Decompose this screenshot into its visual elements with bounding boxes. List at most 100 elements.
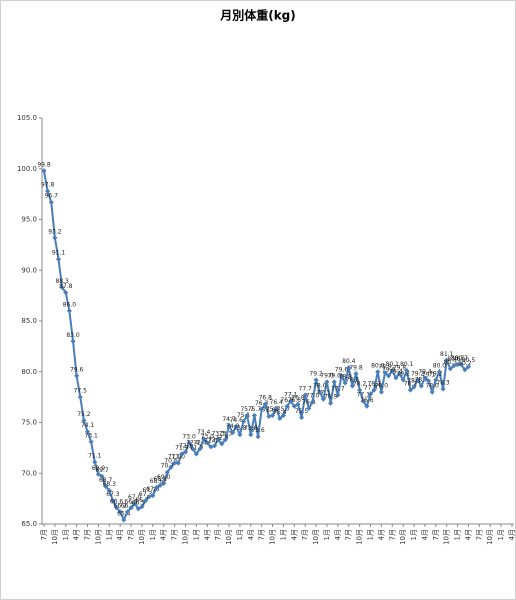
data-point — [444, 358, 450, 364]
data-label: 73.6 — [251, 427, 265, 434]
x-tick-label: 7月 — [84, 529, 92, 540]
x-tick-label: 4月 — [247, 529, 255, 540]
data-point — [364, 403, 370, 409]
data-point — [132, 501, 138, 507]
data-point — [124, 509, 130, 515]
data-label: 99.8 — [37, 161, 51, 168]
x-tick-label: 1月 — [367, 529, 375, 540]
data-label: 75.2 — [77, 411, 91, 418]
data-point — [146, 494, 152, 500]
data-point — [179, 451, 185, 457]
data-label: 80.1 — [386, 361, 400, 368]
data-label: 71.0 — [172, 454, 186, 461]
data-label: 76.3 — [255, 400, 269, 407]
x-tick-label: 7月 — [127, 529, 135, 540]
data-label: 71.9 — [175, 444, 189, 451]
data-point — [77, 394, 83, 400]
data-label: 75.7 — [248, 406, 262, 413]
data-point — [128, 505, 134, 511]
data-point — [306, 405, 312, 411]
data-point — [143, 498, 149, 504]
data-label: 80.5 — [462, 357, 476, 364]
data-label: 75.1 — [237, 412, 251, 419]
x-tick-label: 10月 — [181, 529, 189, 545]
data-point — [135, 506, 141, 512]
data-label: 67.8 — [146, 486, 160, 493]
data-point — [226, 422, 232, 429]
data-label: 68.8 — [153, 476, 167, 483]
data-point — [407, 387, 413, 393]
data-point — [182, 449, 189, 455]
data-point — [447, 366, 453, 372]
data-point — [411, 384, 417, 390]
x-tick-label: 4月 — [508, 529, 516, 540]
data-point — [284, 403, 290, 409]
data-label: 79.8 — [349, 364, 363, 371]
data-point — [404, 368, 410, 374]
data-label: 78.2 — [353, 381, 367, 388]
data-label: 77.1 — [357, 392, 371, 399]
data-point — [335, 392, 341, 398]
data-label: 77.1 — [284, 392, 298, 399]
x-tick-label: 10月 — [399, 529, 407, 545]
data-label: 79.2 — [396, 370, 410, 377]
data-point — [288, 398, 294, 404]
data-point — [393, 375, 399, 381]
data-label: 67.3 — [106, 491, 120, 498]
x-tick-label: 7月 — [214, 529, 222, 540]
data-point — [190, 446, 196, 452]
x-tick-label: 7月 — [432, 529, 440, 540]
data-label: 83.0 — [66, 332, 80, 339]
data-label: 80.1 — [400, 361, 414, 368]
x-tick-label: 1月 — [497, 529, 505, 540]
data-label: 73.3 — [211, 430, 225, 437]
data-label: 71.1 — [88, 453, 102, 460]
data-label: 88.3 — [55, 278, 69, 285]
x-tick-label: 7月 — [40, 529, 48, 540]
data-point — [396, 371, 403, 377]
y-tick-label: 85.0 — [21, 317, 37, 325]
data-point — [70, 338, 76, 344]
data-point — [201, 436, 207, 442]
data-label: 79.0 — [328, 372, 342, 379]
data-label: 76.9 — [324, 394, 338, 401]
data-label: 73.3 — [219, 430, 233, 437]
data-point — [92, 459, 98, 465]
data-label: 66.5 — [132, 499, 146, 506]
data-label: 80.4 — [342, 358, 356, 365]
x-tick-label: 10月 — [443, 529, 451, 545]
data-point — [233, 424, 239, 430]
data-label: 67.0 — [128, 494, 142, 501]
data-point — [378, 389, 384, 395]
data-point — [193, 451, 199, 457]
data-label: 71.0 — [168, 454, 182, 461]
data-point — [110, 498, 116, 504]
data-point — [436, 369, 442, 375]
data-point — [295, 401, 301, 407]
data-point — [208, 444, 214, 450]
data-label: 73.0 — [201, 433, 215, 440]
data-label: 77.8 — [364, 385, 378, 392]
data-label: 76.6 — [288, 397, 302, 404]
data-label: 77.0 — [306, 393, 320, 400]
data-label: 80.7 — [455, 355, 469, 362]
data-point — [280, 412, 286, 418]
x-tick-label: 1月 — [279, 529, 287, 540]
data-label: 80.6 — [447, 356, 461, 363]
data-point — [331, 379, 337, 385]
data-label: 79.4 — [418, 368, 432, 375]
data-label: 79.4 — [389, 368, 403, 375]
data-point — [465, 364, 472, 370]
data-label: 66.6 — [110, 498, 124, 505]
data-point — [360, 398, 366, 404]
data-point — [338, 373, 345, 379]
data-point — [309, 399, 316, 405]
data-point — [175, 460, 181, 466]
data-point — [150, 493, 156, 499]
data-label: 79.6 — [70, 366, 84, 373]
data-label: 68.7 — [99, 477, 113, 484]
data-label: 78.0 — [426, 383, 440, 390]
data-point — [215, 437, 221, 443]
data-label: 75.7 — [266, 406, 280, 413]
